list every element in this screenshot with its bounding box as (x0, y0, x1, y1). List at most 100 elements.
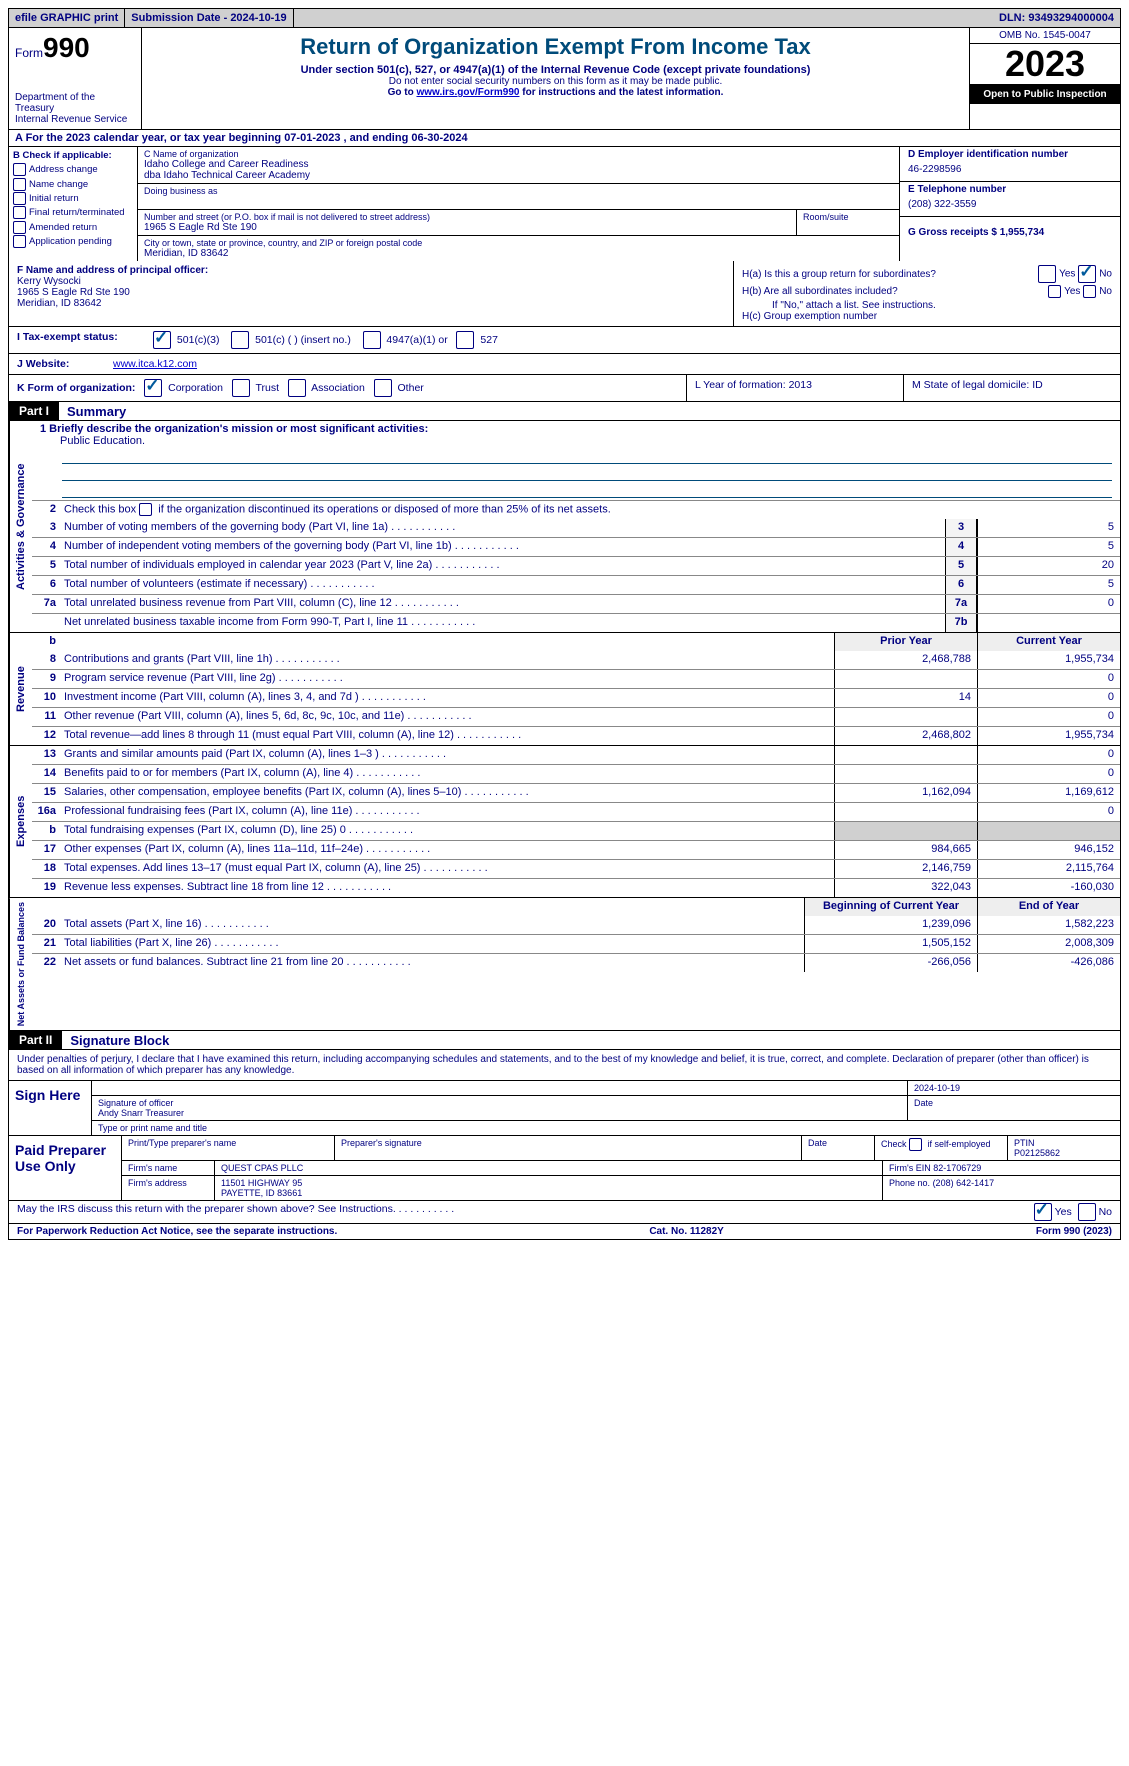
sig-officer-label: Signature of officer (98, 1098, 173, 1108)
table-row: 5Total number of individuals employed in… (32, 556, 1120, 575)
discuss-no[interactable] (1078, 1203, 1096, 1221)
mission-label: 1 Briefly describe the organization's mi… (40, 423, 428, 435)
net-assets-section: Net Assets or Fund Balances Beginning of… (8, 898, 1121, 1031)
check-address-change[interactable]: Address change (13, 163, 133, 176)
firm-phone-value: (208) 642-1417 (933, 1178, 995, 1188)
ha-yes[interactable] (1038, 265, 1056, 283)
table-row: 9Program service revenue (Part VIII, lin… (32, 669, 1120, 688)
check-4947[interactable] (363, 331, 381, 349)
check-name-change[interactable]: Name change (13, 178, 133, 191)
signature-block: Under penalties of perjury, I declare th… (8, 1050, 1121, 1201)
ha-no[interactable] (1078, 265, 1096, 283)
officer-label: F Name and address of principal officer: (17, 265, 725, 276)
entity-block: B Check if applicable: Address change Na… (8, 147, 1121, 261)
org-name-label: C Name of organization (144, 149, 893, 159)
side-expenses: Expenses (9, 746, 32, 897)
state-domicile: M State of legal domicile: ID (903, 375, 1120, 401)
hb-note: If "No," attach a list. See instructions… (742, 300, 1112, 311)
firm-name-value: QUEST CPAS PLLC (215, 1161, 883, 1175)
self-employed-check[interactable]: Check if self-employed (875, 1136, 1008, 1160)
check-527[interactable] (456, 331, 474, 349)
check-application-pending[interactable]: Application pending (13, 235, 133, 248)
ein-value: 46-2298596 (908, 160, 1112, 179)
table-row: 11Other revenue (Part VIII, column (A), … (32, 707, 1120, 726)
perjury-declaration: Under penalties of perjury, I declare th… (9, 1050, 1120, 1081)
website-label: J Website: (9, 354, 105, 374)
row-k: K Form of organization: Corporation Trus… (8, 375, 1121, 402)
table-row: 10Investment income (Part VIII, column (… (32, 688, 1120, 707)
check-501c3[interactable] (153, 331, 171, 349)
col-b-header: b (32, 633, 60, 651)
box-b: B Check if applicable: Address change Na… (9, 147, 138, 261)
top-bar: efile GRAPHIC print Submission Date - 20… (8, 8, 1121, 28)
table-row: 13Grants and similar amounts paid (Part … (32, 746, 1120, 764)
officer-signed-name: Andy Snarr Treasurer (98, 1108, 184, 1118)
type-name-label: Type or print name and title (92, 1121, 1120, 1135)
dln-label: DLN: 93493294000004 (993, 9, 1120, 27)
check-initial-return[interactable]: Initial return (13, 192, 133, 205)
check-corporation[interactable] (144, 379, 162, 397)
phone-label: E Telephone number (908, 184, 1112, 195)
form-subtitle: Under section 501(c), 527, or 4947(a)(1)… (148, 64, 963, 76)
goto-note: Go to www.irs.gov/Form990 for instructio… (148, 87, 963, 98)
revenue-section: Revenue b Prior Year Current Year 8Contr… (8, 633, 1121, 746)
end-year-header: End of Year (977, 898, 1120, 916)
sign-date: 2024-10-19 (908, 1081, 1120, 1095)
table-row: 21Total liabilities (Part X, line 26)1,5… (32, 934, 1120, 953)
firm-ein-value: 82-1706729 (933, 1163, 981, 1173)
box-b-title: B Check if applicable: (13, 149, 133, 162)
efile-label: efile GRAPHIC print (9, 9, 125, 27)
address-value: 1965 S Eagle Rd Ste 190 (144, 222, 790, 233)
officer-name: Kerry Wysocki (17, 276, 725, 287)
side-revenue: Revenue (9, 633, 32, 745)
check-501c[interactable] (231, 331, 249, 349)
side-net-assets: Net Assets or Fund Balances (9, 898, 32, 1030)
check-other[interactable] (374, 379, 392, 397)
box-h: H(a) Is this a group return for subordin… (734, 261, 1120, 326)
check-trust[interactable] (232, 379, 250, 397)
table-row: 8Contributions and grants (Part VIII, li… (32, 651, 1120, 669)
table-row: 19Revenue less expenses. Subtract line 1… (32, 878, 1120, 897)
tax-year: 2023 (970, 44, 1120, 85)
check-final-return[interactable]: Final return/terminated (13, 206, 133, 219)
table-row: 17Other expenses (Part IX, column (A), l… (32, 840, 1120, 859)
gross-receipts: G Gross receipts $ 1,955,734 (908, 219, 1112, 246)
form-org-label: K Form of organization: (17, 382, 135, 394)
discuss-yes[interactable] (1034, 1203, 1052, 1221)
mission-text: Public Education. (40, 435, 145, 447)
table-row: Net unrelated business taxable income fr… (32, 613, 1120, 632)
table-row: 7aTotal unrelated business revenue from … (32, 594, 1120, 613)
table-row: bTotal fundraising expenses (Part IX, co… (32, 821, 1120, 840)
form-title: Return of Organization Exempt From Incom… (148, 34, 963, 60)
irs-link[interactable]: www.irs.gov/Form990 (416, 87, 519, 98)
org-name-1: Idaho College and Career Readiness (144, 159, 893, 170)
city-label: City or town, state or province, country… (144, 238, 893, 248)
box-c: C Name of organization Idaho College and… (138, 147, 900, 261)
hb-no[interactable] (1083, 285, 1096, 298)
check-association[interactable] (288, 379, 306, 397)
form-header: Form990 Department of the Treasury Inter… (8, 28, 1121, 130)
department-label: Department of the Treasury Internal Reve… (15, 92, 135, 125)
table-row: 6Total number of volunteers (estimate if… (32, 575, 1120, 594)
table-row: 22Net assets or fund balances. Subtract … (32, 953, 1120, 972)
part2-label: Part II (9, 1031, 62, 1049)
ptin-label: PTIN (1014, 1138, 1035, 1148)
check-discontinued[interactable] (139, 503, 152, 516)
cat-no: Cat. No. 11282Y (649, 1226, 723, 1237)
org-name-2: dba Idaho Technical Career Academy (144, 170, 893, 181)
side-governance: Activities & Governance (9, 421, 32, 632)
check-amended-return[interactable]: Amended return (13, 221, 133, 234)
hb-yes[interactable] (1048, 285, 1061, 298)
firm-addr1: 11501 HIGHWAY 95 (221, 1178, 302, 1188)
preparer-date-label: Date (802, 1136, 875, 1160)
part2-header: Part II Signature Block (8, 1031, 1121, 1050)
governance-section: Activities & Governance 1 Briefly descri… (8, 421, 1121, 633)
website-link[interactable]: www.itca.k12.com (113, 358, 197, 370)
prior-year-header: Prior Year (834, 633, 977, 651)
print-preparer-label: Print/Type preparer's name (122, 1136, 335, 1160)
row-j: J Website: www.itca.k12.com (8, 354, 1121, 375)
form-number: Form990 (15, 32, 135, 64)
hb-label: H(b) Are all subordinates included? (742, 286, 898, 297)
hc-label: H(c) Group exemption number (742, 311, 1112, 322)
dba-label: Doing business as (144, 186, 893, 196)
